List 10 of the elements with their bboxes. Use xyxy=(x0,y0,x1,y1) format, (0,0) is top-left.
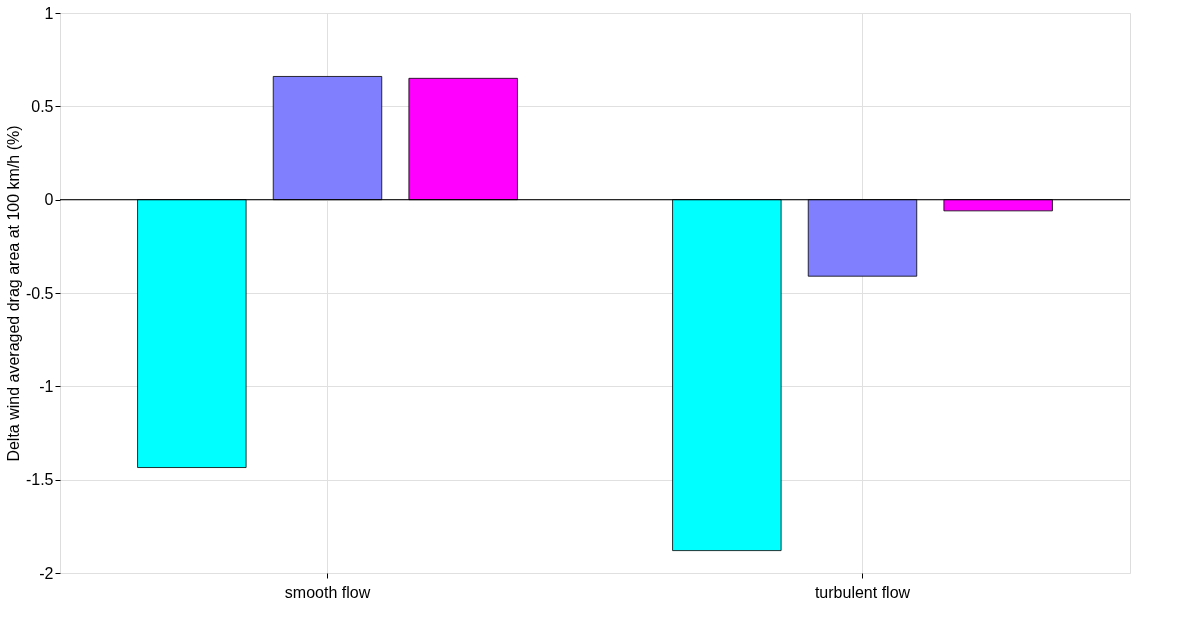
y-tick-label: -0.5 xyxy=(25,284,54,302)
y-tick-label: 0.5 xyxy=(31,97,54,115)
y-tick-label: -2 xyxy=(39,564,54,582)
y-axis-title: Delta wind averaged drag area at 100 km/h (%) xyxy=(4,125,22,462)
x-tick-label: turbulent flow xyxy=(814,583,911,601)
y-tick-label: 1 xyxy=(44,4,54,22)
y-tick-label: -1 xyxy=(39,377,54,395)
y-tick-label: -1.5 xyxy=(25,471,54,489)
y-tick-label: 0 xyxy=(44,191,54,209)
x-tick-label: smooth flow xyxy=(284,583,371,601)
